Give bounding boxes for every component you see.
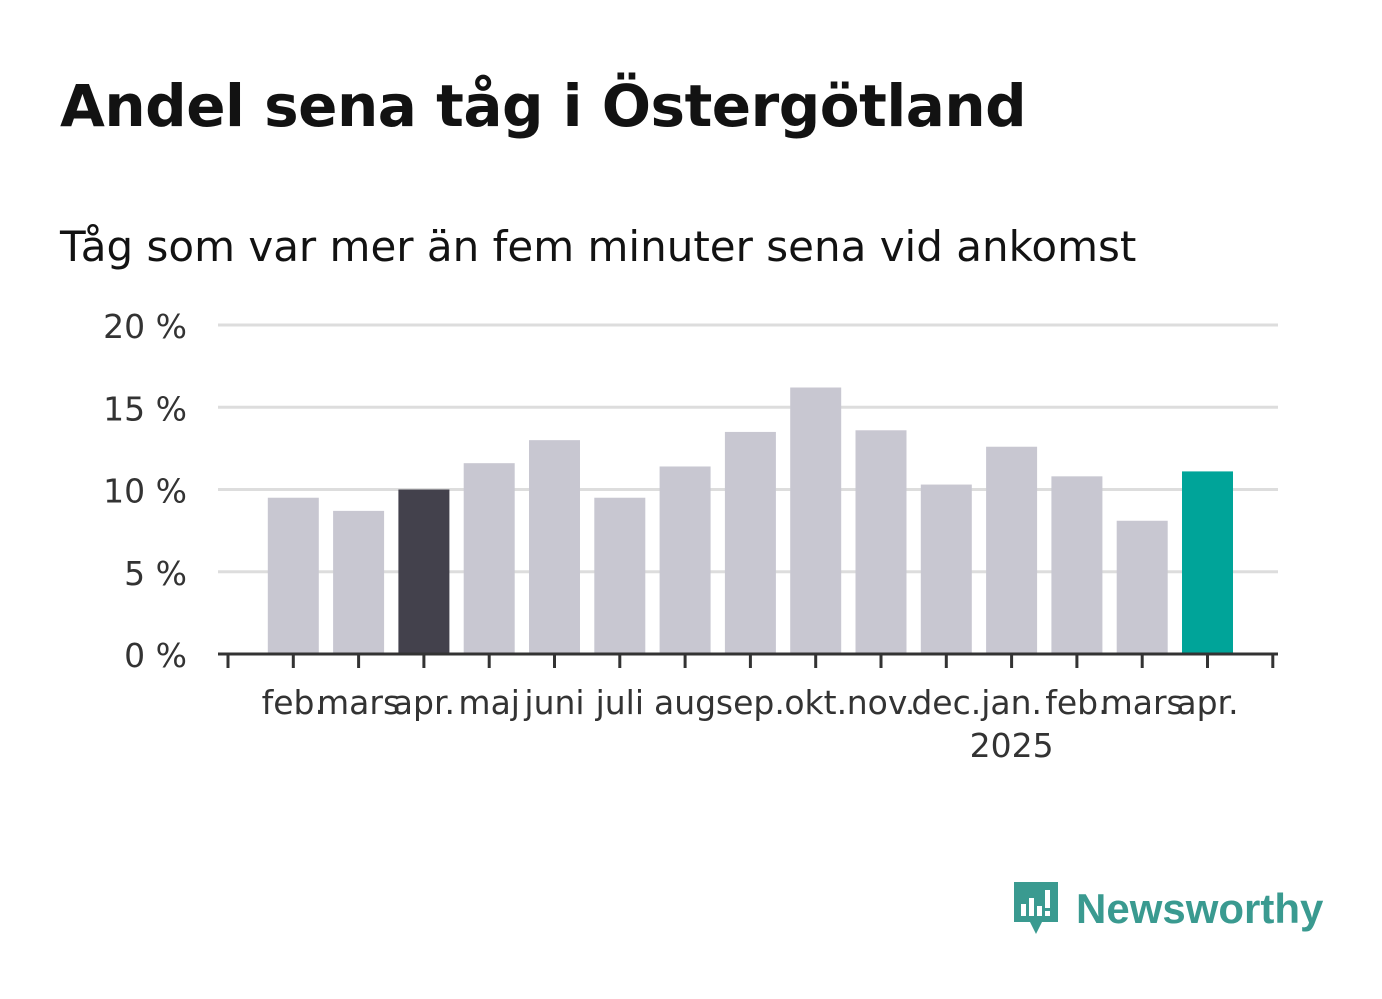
x-tick-label: mars [317,683,400,722]
x-tick-label: okt. [784,683,847,722]
bar [463,463,515,654]
x-tick-label: apr. [393,683,455,722]
x-tick-label: apr. [1176,683,1238,722]
x-tick-label: juni [523,683,584,722]
bar [920,484,972,654]
brand-logo: Newsworthy [1010,878,1323,940]
bar [1182,471,1233,654]
bar [855,430,907,654]
chart-subtitle: Tåg som var mer än fem minuter sena vid … [60,222,1137,271]
bar [529,440,580,654]
x-tick-label: feb. [1045,683,1108,722]
bar [1116,520,1168,654]
brand-name: Newsworthy [1076,885,1324,932]
x-tick-label: mars [1101,683,1184,722]
y-tick-label: 10 % [103,472,187,511]
x-tick-label: feb. [262,683,325,722]
y-tick-label: 15 % [103,389,187,428]
x-tick-label: juli [595,683,644,722]
bar [267,497,319,654]
x-year-label: 2025 [970,726,1054,765]
bar [1051,476,1103,654]
bar [659,466,711,654]
bar [724,431,776,654]
y-tick-label: 0 % [124,636,187,675]
bar [986,446,1038,654]
x-tick-label: dec. [911,683,981,722]
bar [398,489,450,654]
bar [790,387,842,654]
x-tick-label: sep. [716,683,785,722]
y-tick-label: 5 % [124,554,187,593]
x-tick-label: jan. [980,683,1042,722]
y-tick-label: 20 % [103,307,187,346]
x-tick-label: maj [458,683,520,722]
newsworthy-logo-icon [1014,882,1058,934]
x-tick-label: aug [654,683,716,722]
bar [594,497,646,654]
chart-title: Andel sena tåg i Östergötland [60,72,1027,140]
bar [333,510,385,654]
x-tick-label: nov. [847,683,916,722]
